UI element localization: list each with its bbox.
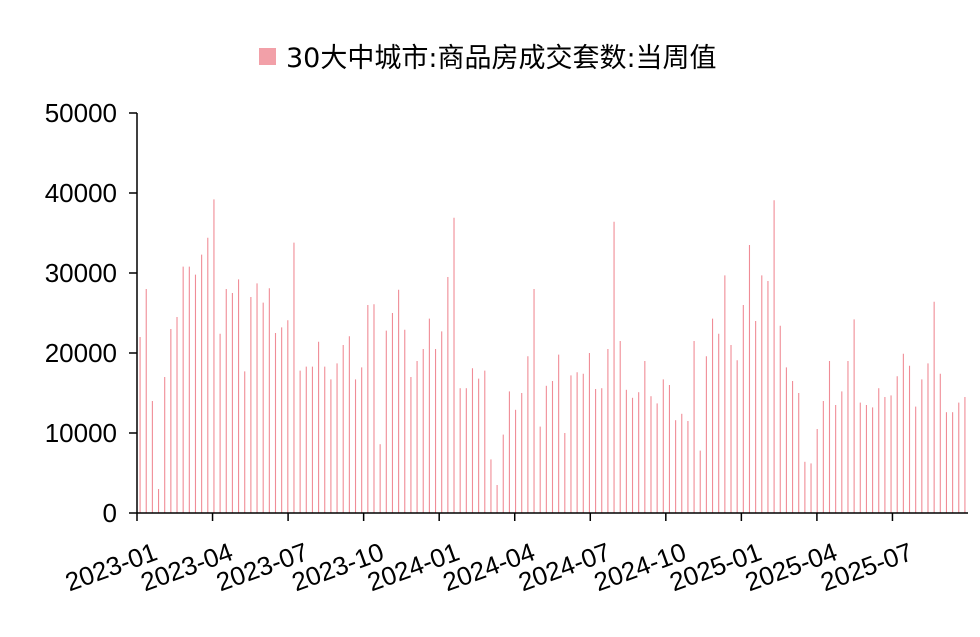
- legend-swatch: [259, 48, 276, 65]
- legend-label: 30大中城市:商品房成交套数:当周值: [286, 43, 717, 74]
- legend: 30大中城市:商品房成交套数:当周值: [259, 43, 717, 74]
- y-tick-label: 10000: [45, 418, 117, 448]
- y-tick-label: 50000: [45, 98, 117, 128]
- axes: [136, 113, 968, 514]
- x-axis-ticks: 2023-012023-042023-072023-102024-012024-…: [61, 513, 917, 597]
- bars: [139, 199, 966, 513]
- y-tick-label: 30000: [45, 258, 117, 288]
- y-tick-label: 0: [103, 498, 117, 528]
- y-axis-ticks: 0 10000 20000 30000 40000 50000: [45, 98, 137, 528]
- y-tick-label: 40000: [45, 178, 117, 208]
- y-tick-label: 20000: [45, 338, 117, 368]
